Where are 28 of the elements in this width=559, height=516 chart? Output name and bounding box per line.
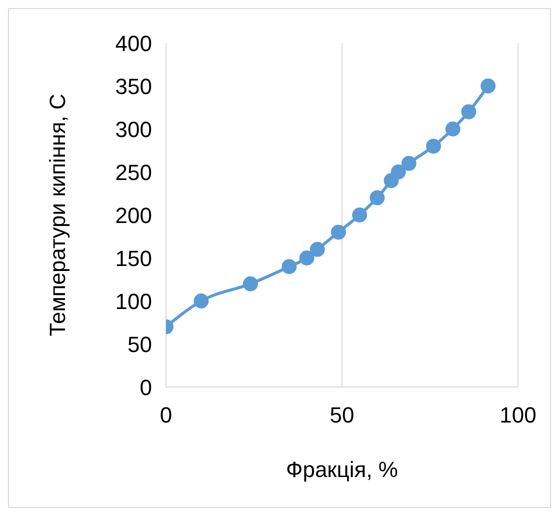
point [310,242,325,257]
y-tick-label: 300 [115,116,152,142]
point [299,250,314,266]
y-tick-label: 250 [115,160,152,185]
point [390,164,406,180]
x-axis-title: Фракція, % [286,457,398,482]
point [242,276,258,292]
point [426,138,442,154]
y-tick-label: 50 [128,332,152,357]
point [330,224,346,240]
y-tick-label: 100 [115,288,152,314]
point [401,156,416,171]
x-tick-label: 50 [330,402,354,428]
y-tick-label: 350 [115,74,152,99]
point [370,190,385,206]
y-tick-label: 0 [140,374,152,400]
y-tick-label: 150 [115,246,152,271]
point [480,78,496,94]
point [194,294,209,308]
x-tick-label: 0 [160,402,172,428]
point [352,208,368,222]
y-tick-label: 200 [115,202,152,228]
x-tick-label: 100 [500,402,536,428]
point [445,122,460,136]
y-axis-title: Температури кипіння, С [44,94,70,336]
point [461,104,476,120]
y-tick-label: 400 [115,30,152,56]
point [282,259,297,274]
